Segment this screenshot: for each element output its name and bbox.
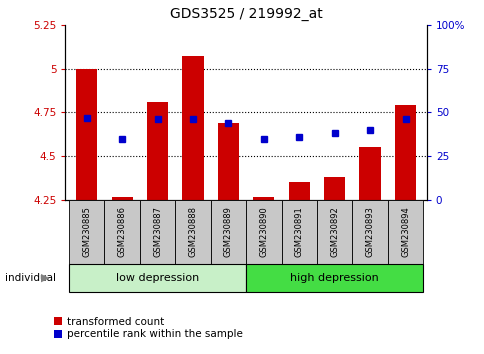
Text: GSM230887: GSM230887 (153, 206, 162, 257)
Text: GSM230890: GSM230890 (259, 206, 268, 257)
Text: individual: individual (5, 273, 56, 283)
Text: high depression: high depression (290, 273, 378, 283)
Bar (69, 264, 245, 292)
Text: GSM230885: GSM230885 (82, 206, 91, 257)
Text: ▶: ▶ (41, 273, 50, 283)
Text: GSM230894: GSM230894 (400, 206, 409, 257)
Bar (359, 148, 380, 200)
Text: GSM230886: GSM230886 (118, 206, 126, 257)
Bar (245, 200, 281, 264)
Text: GSM230888: GSM230888 (188, 206, 197, 257)
Text: low depression: low depression (116, 273, 199, 283)
Bar (387, 200, 423, 264)
Text: GSM230892: GSM230892 (330, 206, 338, 257)
Text: GSM230891: GSM230891 (294, 206, 303, 257)
Bar (217, 123, 239, 200)
Bar (139, 200, 175, 264)
Bar (245, 264, 423, 292)
Bar (69, 200, 104, 264)
Bar (182, 56, 203, 200)
Bar (253, 196, 274, 200)
Text: GSM230893: GSM230893 (365, 206, 374, 257)
Bar (394, 105, 415, 200)
Bar (317, 200, 352, 264)
Bar (147, 102, 168, 200)
Bar (352, 200, 387, 264)
Bar (175, 200, 210, 264)
Bar (323, 177, 345, 200)
Bar (288, 183, 309, 200)
Bar (210, 200, 245, 264)
Bar (281, 200, 317, 264)
Bar (104, 200, 139, 264)
Text: GSM230889: GSM230889 (224, 206, 232, 257)
Bar (76, 69, 97, 200)
Title: GDS3525 / 219992_at: GDS3525 / 219992_at (169, 7, 322, 21)
Legend: transformed count, percentile rank within the sample: transformed count, percentile rank withi… (54, 317, 242, 339)
Bar (111, 196, 133, 200)
